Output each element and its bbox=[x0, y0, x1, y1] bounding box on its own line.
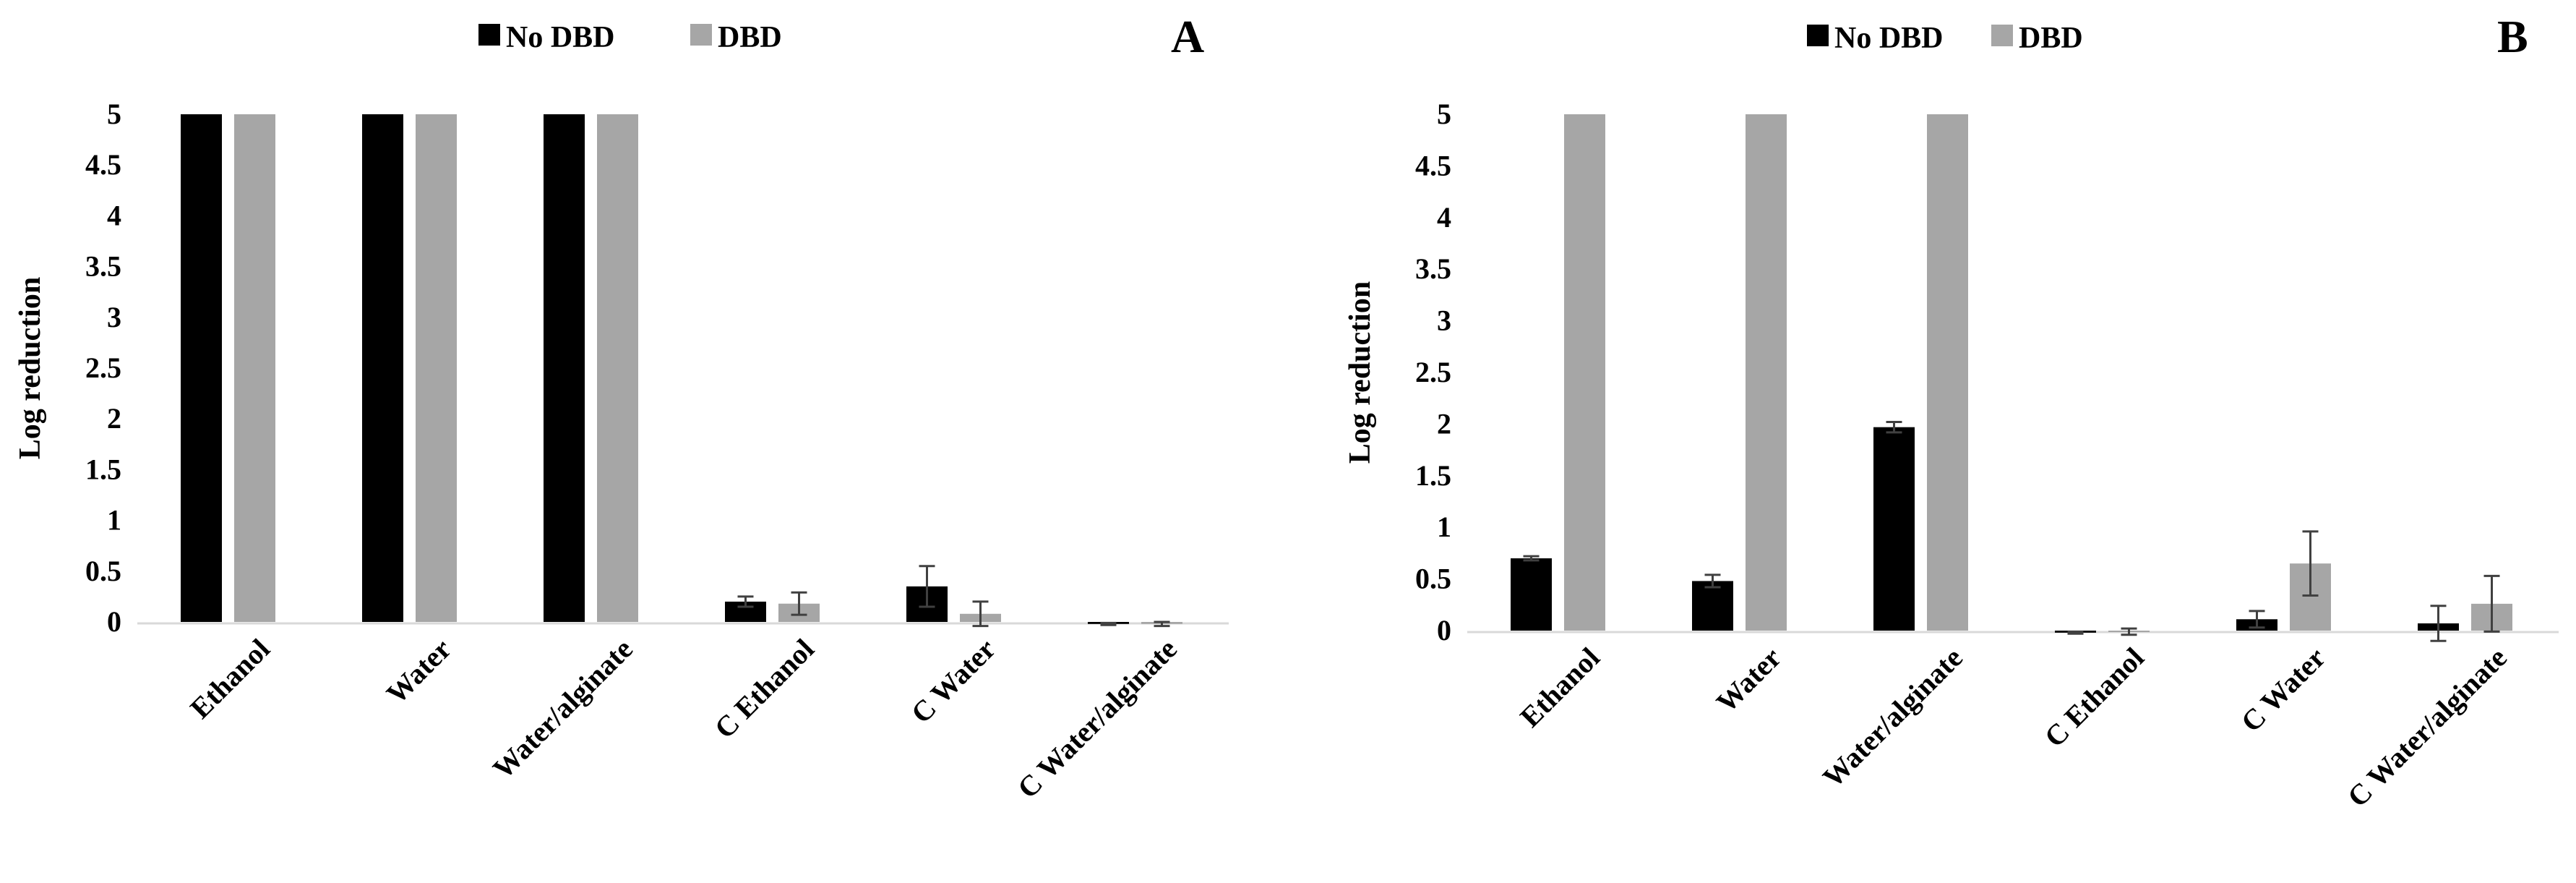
bar-no-dbd bbox=[1511, 558, 1552, 631]
bar-no-dbd bbox=[181, 114, 222, 622]
x-tick-label: Water/alginate bbox=[1816, 641, 1969, 794]
y-tick-label: 3.5 bbox=[85, 250, 121, 283]
panel-label: A bbox=[1171, 11, 1204, 62]
legend-label-no-dbd: No DBD bbox=[506, 21, 615, 54]
y-tick-label: 3.5 bbox=[1415, 252, 1451, 285]
y-tick-label: 4.5 bbox=[1415, 149, 1451, 182]
bar-no-dbd bbox=[1692, 581, 1733, 631]
bar-no-dbd bbox=[544, 114, 585, 622]
legend-swatch-dbd bbox=[1991, 25, 2013, 46]
bar-dbd bbox=[1746, 114, 1787, 631]
legend-swatch-no-dbd bbox=[1807, 25, 1829, 46]
y-tick-label: 1 bbox=[1437, 511, 1451, 543]
panel-b: 0 0.5 1 1.5 2 2.5 3 3.5 4 4.5 5 Log reduction Ethano… bbox=[1344, 11, 2559, 813]
y-tick-label: 4 bbox=[107, 199, 121, 231]
bar-dbd bbox=[1927, 114, 1968, 631]
bar-dbd bbox=[416, 114, 457, 622]
legend-label-dbd: DBD bbox=[718, 21, 782, 54]
x-tick-label: Water bbox=[380, 633, 458, 710]
y-tick-label: 2.5 bbox=[85, 351, 121, 384]
y-tick-label: 0 bbox=[107, 605, 121, 638]
y-tick-label: 3 bbox=[107, 301, 121, 333]
x-tick-label: Water bbox=[1710, 641, 1787, 719]
legend-label-no-dbd: No DBD bbox=[1834, 22, 1944, 55]
x-tick-label: C Water bbox=[2235, 641, 2332, 738]
x-tick-label: Ethanol bbox=[184, 633, 276, 725]
y-tick-label: 3 bbox=[1437, 304, 1451, 337]
bar-dbd bbox=[1564, 114, 1605, 631]
bar-no-dbd bbox=[1873, 427, 1915, 631]
y-tick-label: 4 bbox=[1437, 201, 1451, 234]
bar-dbd bbox=[234, 114, 275, 622]
panel-a: 0 0.5 1 1.5 2 2.5 3 3.5 4 4.5 5 Log reduction Ethano… bbox=[14, 11, 1229, 804]
x-tick-label: C Water/alginate bbox=[2341, 641, 2513, 814]
x-tick-label: C Ethanol bbox=[708, 633, 820, 745]
y-tick-label: 0.5 bbox=[85, 555, 121, 587]
y-axis-label: Log reduction bbox=[1344, 281, 1377, 464]
y-tick-label: 1 bbox=[107, 504, 121, 537]
y-tick-label: 2 bbox=[107, 402, 121, 435]
legend-swatch-dbd bbox=[690, 24, 712, 46]
y-tick-label: 5 bbox=[1437, 98, 1451, 130]
legend-label-dbd: DBD bbox=[2019, 22, 2083, 55]
panel-label: B bbox=[2497, 11, 2528, 62]
x-tick-label: C Ethanol bbox=[2038, 641, 2150, 754]
x-tick-label: C Water/alginate bbox=[1011, 633, 1183, 805]
y-tick-label: 2.5 bbox=[1415, 356, 1451, 388]
legend-swatch-no-dbd bbox=[478, 24, 500, 46]
bar-no-dbd bbox=[362, 114, 403, 622]
y-tick-label: 4.5 bbox=[85, 148, 121, 181]
x-tick-label: C Water bbox=[905, 633, 1002, 730]
y-axis-label: Log reduction bbox=[14, 277, 47, 459]
y-tick-label: 0 bbox=[1437, 614, 1451, 647]
y-tick-label: 2 bbox=[1437, 407, 1451, 440]
x-tick-label: Ethanol bbox=[1514, 641, 1606, 734]
bar-dbd bbox=[597, 114, 638, 622]
y-tick-label: 5 bbox=[107, 98, 121, 130]
y-tick-label: 0.5 bbox=[1415, 563, 1451, 595]
y-tick-label: 1.5 bbox=[1415, 459, 1451, 492]
x-tick-label: Water/alginate bbox=[486, 633, 639, 785]
y-tick-label: 1.5 bbox=[85, 453, 121, 485]
